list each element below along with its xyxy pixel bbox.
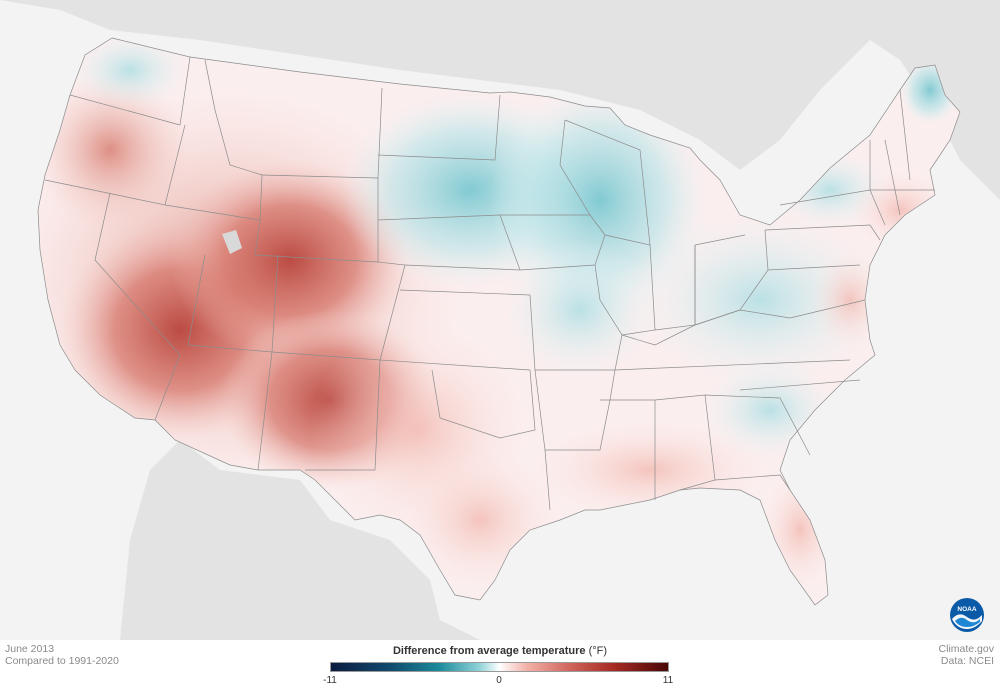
legend-title: Difference from average temperature (°F)	[0, 645, 1000, 657]
source-data: Data: NCEI	[940, 655, 994, 667]
legend-title-text: Difference from average temperature	[392, 645, 586, 657]
conus-anomaly-field	[38, 38, 960, 590]
noaa-logo-icon: NOAA	[950, 598, 984, 632]
caption-baseline: Compared to 1991-2020	[5, 655, 119, 667]
map-footer: June 2013 Compared to 1991-2020 Differen…	[0, 640, 1000, 690]
source-site[interactable]: Climate.gov	[938, 643, 994, 655]
caption-date: June 2013	[5, 643, 55, 655]
svg-text:NOAA: NOAA	[957, 606, 976, 613]
map-caption: June 2013 Compared to 1991-2020	[5, 643, 119, 667]
great-salt-lake	[222, 230, 242, 254]
neighbor-land	[0, 0, 1000, 640]
legend-color-scale	[330, 662, 669, 672]
legend-max-label: 11	[662, 675, 674, 686]
source-credit: Climate.gov Data: NCEI	[939, 643, 994, 667]
legend-mid-label: 0	[496, 675, 502, 686]
legend-min-label: -11	[323, 675, 337, 686]
temperature-anomaly-map: NOAA	[0, 0, 1000, 640]
map-canvas	[0, 0, 1000, 640]
legend-unit: (°F)	[588, 645, 608, 657]
state-borders	[37, 37, 961, 606]
